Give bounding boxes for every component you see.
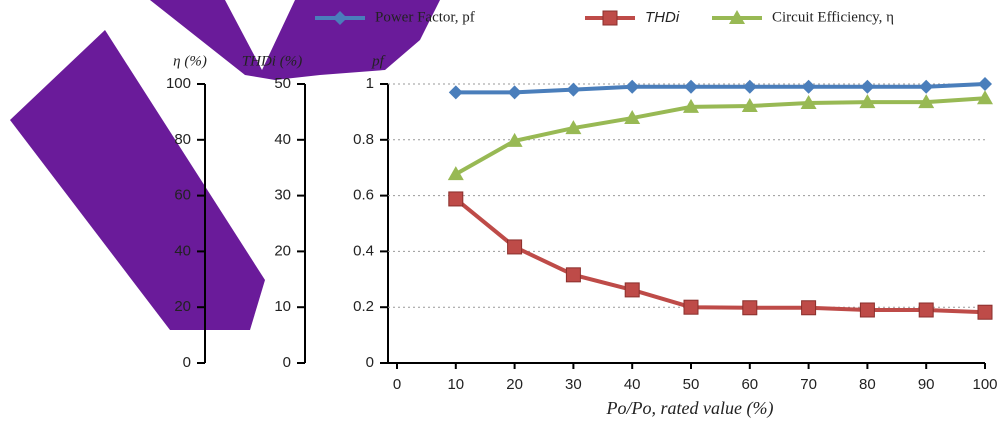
x-axis-label: Po/Po, rated value (%) <box>606 398 774 419</box>
y-tick-label: 0.6 <box>353 187 374 204</box>
legend-label: Power Factor, pf <box>375 9 475 25</box>
marker <box>625 79 640 94</box>
y2-tick-label: 0 <box>283 354 291 371</box>
marker <box>859 302 875 318</box>
y-tick-label: 0.4 <box>353 242 374 259</box>
y-tick-label: 1 <box>366 75 374 92</box>
marker <box>978 77 992 91</box>
y2-tick-label: 30 <box>274 187 291 204</box>
marker <box>918 94 935 109</box>
x-tick-label: 70 <box>800 376 817 393</box>
marker <box>859 94 876 109</box>
marker <box>977 304 993 320</box>
marker <box>565 267 581 283</box>
y3-axis-label: η (%) <box>173 53 207 69</box>
y3-tick-label: 0 <box>183 354 191 371</box>
legend-label: Circuit Efficiency, η <box>772 9 894 25</box>
marker <box>860 79 875 94</box>
marker <box>683 299 699 315</box>
marker <box>566 82 581 97</box>
marker <box>506 132 523 147</box>
x-tick-label: 80 <box>859 376 876 393</box>
marker <box>507 239 523 255</box>
series-line <box>454 197 986 315</box>
x-tick-label: 20 <box>506 376 523 393</box>
marker <box>741 98 758 113</box>
y3-tick-label: 100 <box>166 75 191 92</box>
marker <box>507 85 522 100</box>
y3-tick-label: 80 <box>174 131 191 148</box>
marker <box>801 300 817 316</box>
marker <box>448 191 464 207</box>
legend-marker <box>729 10 745 24</box>
decoration <box>150 0 440 80</box>
x-tick-label: 90 <box>918 376 935 393</box>
x-tick-label: 50 <box>683 376 700 393</box>
marker <box>742 79 757 94</box>
y3-tick-label: 40 <box>174 242 191 259</box>
y3-tick-label: 60 <box>174 187 191 204</box>
y-tick-label: 0.2 <box>353 298 374 315</box>
y-axis-label: pf <box>371 53 386 69</box>
marker <box>683 98 699 113</box>
x-tick-label: 60 <box>741 376 758 393</box>
marker <box>624 282 640 298</box>
y2-axis-label: THDi (%) <box>242 53 302 69</box>
y2-tick-label: 50 <box>274 75 291 92</box>
marker <box>742 300 758 316</box>
marker <box>684 79 698 94</box>
decoration <box>10 30 265 330</box>
x-tick-label: 30 <box>565 376 582 393</box>
marker <box>977 90 993 105</box>
marker <box>800 94 817 109</box>
marker <box>919 79 934 94</box>
y2-tick-label: 20 <box>274 242 291 259</box>
legend-marker <box>602 10 618 26</box>
x-tick-label: 100 <box>972 376 997 393</box>
y2-tick-label: 10 <box>274 298 291 315</box>
y-tick-label: 0.8 <box>353 131 374 148</box>
legend-label: THDi <box>645 9 680 26</box>
x-tick-label: 0 <box>393 376 401 393</box>
series-line <box>455 82 986 95</box>
legend-marker <box>333 11 347 25</box>
x-tick-label: 40 <box>624 376 641 393</box>
marker <box>624 110 641 125</box>
x-tick-label: 10 <box>447 376 464 393</box>
marker <box>801 79 816 94</box>
marker <box>918 302 934 318</box>
y3-tick-label: 20 <box>174 298 191 315</box>
y-tick-label: 0 <box>366 354 374 371</box>
marker <box>447 166 464 181</box>
y2-tick-label: 40 <box>274 131 291 148</box>
marker <box>448 85 463 100</box>
series-line <box>454 96 986 176</box>
marker <box>565 120 582 135</box>
